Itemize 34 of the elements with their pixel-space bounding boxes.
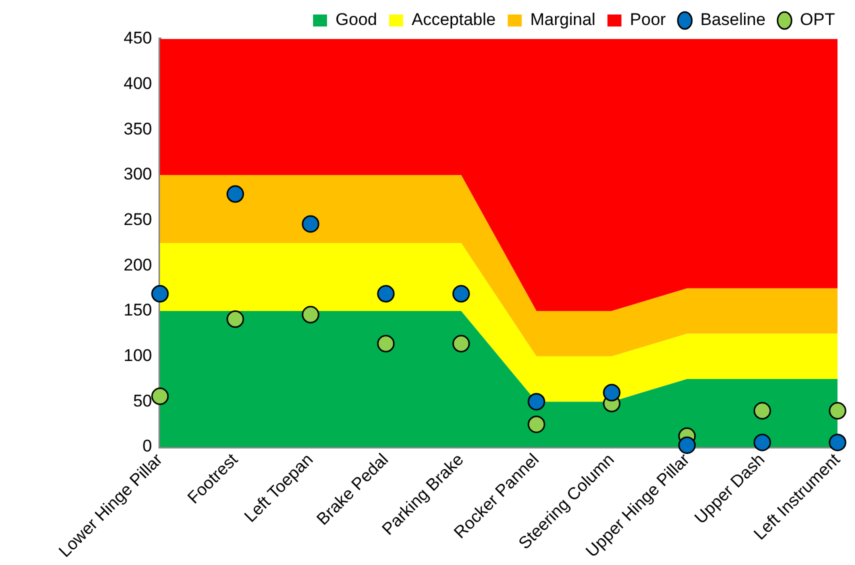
legend-label: Acceptable <box>412 10 496 30</box>
point <box>302 306 320 324</box>
legend-label: Marginal <box>530 10 596 30</box>
point <box>528 392 546 410</box>
y-tick-label: 450 <box>124 28 152 48</box>
point <box>302 215 320 233</box>
point <box>377 285 395 303</box>
point <box>602 384 620 402</box>
y-tick-label: 300 <box>124 164 152 184</box>
point <box>452 285 470 303</box>
point <box>528 416 546 434</box>
point <box>151 285 169 303</box>
y-tick-label: 150 <box>124 300 152 320</box>
y-tick-label: 400 <box>124 74 152 94</box>
point <box>678 436 696 454</box>
point <box>754 434 772 452</box>
point <box>226 185 244 203</box>
point <box>452 334 470 352</box>
point <box>151 388 169 405</box>
point <box>828 402 846 420</box>
legend-label: Good <box>336 10 378 30</box>
y-tick-label: 50 <box>133 391 152 410</box>
legend-label: OPT <box>800 10 836 30</box>
y-tick-label: 100 <box>124 346 152 366</box>
y-tick-label: 250 <box>124 210 152 230</box>
legend-label: Baseline <box>700 10 766 30</box>
point <box>754 402 772 420</box>
y-tick-label: 350 <box>124 119 152 138</box>
y-tick-label: 0 <box>142 436 152 456</box>
point <box>226 310 244 328</box>
y-tick-label: 200 <box>124 255 152 274</box>
point <box>828 434 846 452</box>
legend-label: Poor <box>630 10 666 30</box>
point <box>377 334 395 352</box>
